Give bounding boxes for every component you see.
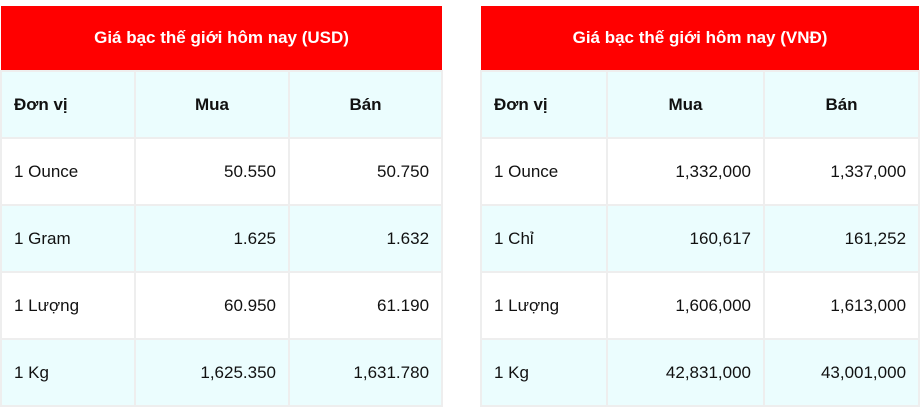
silver-price-usd-table: Giá bạc thế giới hôm nay (USD) Đơn vị Mu… bbox=[0, 6, 444, 407]
sell-cell: 43,001,000 bbox=[762, 338, 921, 407]
table-row: 1 Lượng 1,606,000 1,613,000 bbox=[480, 271, 921, 340]
sell-cell: 1,337,000 bbox=[762, 137, 921, 206]
unit-cell: 1 Gram bbox=[0, 204, 136, 273]
table-title: Giá bạc thế giới hôm nay (VNĐ) bbox=[481, 6, 920, 71]
sell-cell: 161,252 bbox=[762, 204, 921, 273]
sell-cell: 1,613,000 bbox=[762, 271, 921, 340]
buy-cell: 160,617 bbox=[606, 204, 765, 273]
sell-cell: 61.190 bbox=[287, 271, 444, 340]
buy-cell: 60.950 bbox=[134, 271, 290, 340]
unit-cell: 1 Lượng bbox=[0, 271, 136, 340]
buy-cell: 50.550 bbox=[134, 137, 290, 206]
table-row: 1 Gram 1.625 1.632 bbox=[0, 204, 444, 273]
unit-cell: 1 Kg bbox=[0, 338, 136, 407]
table-title: Giá bạc thế giới hôm nay (USD) bbox=[1, 6, 443, 71]
header-buy: Mua bbox=[134, 70, 290, 139]
header-sell: Bán bbox=[287, 70, 444, 139]
unit-cell: 1 Chỉ bbox=[480, 204, 608, 273]
table-row: 1 Chỉ 160,617 161,252 bbox=[480, 204, 921, 273]
table-row: 1 Kg 42,831,000 43,001,000 bbox=[480, 338, 921, 407]
silver-price-vnd-table: Giá bạc thế giới hôm nay (VNĐ) Đơn vị Mu… bbox=[480, 6, 921, 407]
table-row: 1 Ounce 1,332,000 1,337,000 bbox=[480, 137, 921, 206]
unit-cell: 1 Ounce bbox=[0, 137, 136, 206]
header-unit: Đơn vị bbox=[0, 70, 136, 139]
unit-cell: 1 Kg bbox=[480, 338, 608, 407]
buy-cell: 1,606,000 bbox=[606, 271, 765, 340]
buy-cell: 42,831,000 bbox=[606, 338, 765, 407]
sell-cell: 50.750 bbox=[287, 137, 444, 206]
unit-cell: 1 Lượng bbox=[480, 271, 608, 340]
header-sell: Bán bbox=[762, 70, 921, 139]
header-buy: Mua bbox=[606, 70, 765, 139]
header-unit: Đơn vị bbox=[480, 70, 608, 139]
buy-cell: 1.625 bbox=[134, 204, 290, 273]
buy-cell: 1,332,000 bbox=[606, 137, 765, 206]
unit-cell: 1 Ounce bbox=[480, 137, 608, 206]
table-row: 1 Lượng 60.950 61.190 bbox=[0, 271, 444, 340]
sell-cell: 1.632 bbox=[287, 204, 444, 273]
buy-cell: 1,625.350 bbox=[134, 338, 290, 407]
table-row: 1 Ounce 50.550 50.750 bbox=[0, 137, 444, 206]
table-row: 1 Kg 1,625.350 1,631.780 bbox=[0, 338, 444, 407]
sell-cell: 1,631.780 bbox=[287, 338, 444, 407]
